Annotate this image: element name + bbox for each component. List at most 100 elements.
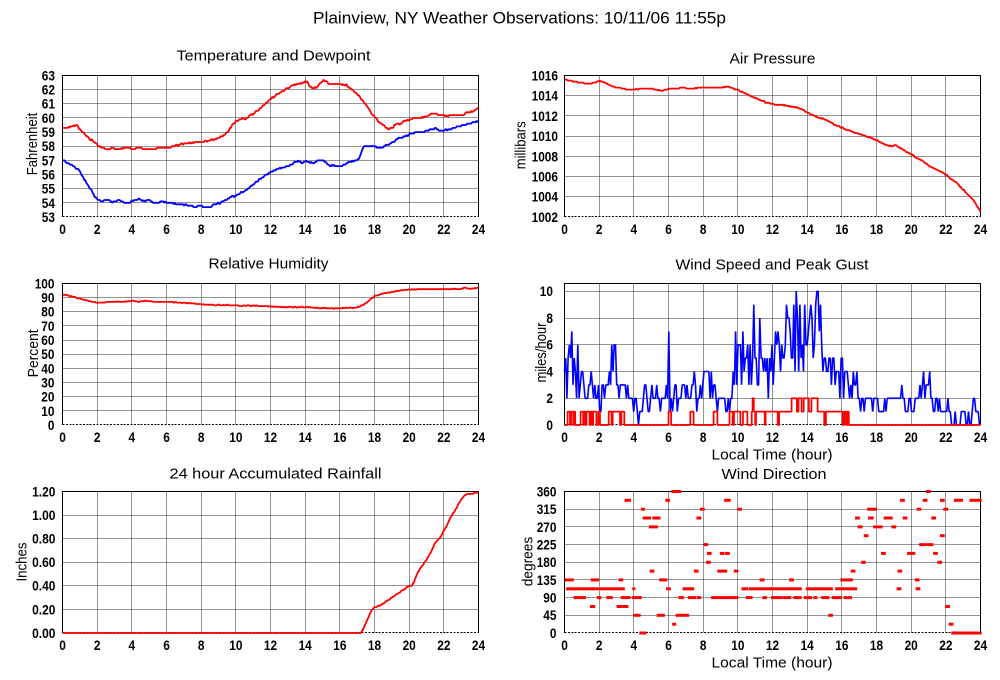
svg-text:225: 225 (537, 538, 557, 553)
svg-text:0: 0 (550, 626, 557, 641)
svg-text:53: 53 (42, 210, 56, 225)
svg-text:4: 4 (631, 638, 638, 653)
svg-text:1.00: 1.00 (32, 508, 55, 523)
svg-text:4: 4 (129, 222, 136, 237)
svg-text:degrees: degrees (520, 537, 536, 587)
svg-text:1014: 1014 (532, 89, 559, 104)
svg-text:180: 180 (537, 555, 557, 570)
svg-text:14: 14 (801, 222, 815, 237)
svg-text:22: 22 (437, 638, 450, 653)
svg-text:12: 12 (766, 638, 779, 653)
svg-text:10: 10 (731, 430, 744, 445)
svg-text:20: 20 (403, 430, 416, 445)
svg-text:8: 8 (700, 430, 707, 445)
svg-text:Wind Direction: Wind Direction (722, 467, 827, 483)
svg-text:270: 270 (537, 520, 557, 535)
svg-text:8: 8 (700, 222, 707, 237)
svg-text:4: 4 (129, 430, 136, 445)
svg-text:20: 20 (403, 638, 416, 653)
svg-text:135: 135 (537, 573, 557, 588)
svg-text:18: 18 (870, 430, 884, 445)
svg-text:2: 2 (596, 638, 603, 653)
svg-text:22: 22 (939, 638, 952, 653)
svg-text:12: 12 (264, 222, 277, 237)
svg-text:10: 10 (41, 404, 54, 419)
svg-text:30: 30 (41, 375, 54, 390)
svg-text:6: 6 (163, 638, 170, 653)
svg-text:Local Time (hour): Local Time (hour) (712, 655, 833, 671)
svg-text:14: 14 (801, 430, 815, 445)
svg-text:0: 0 (561, 430, 568, 445)
svg-text:0: 0 (48, 418, 55, 433)
svg-text:24 hour Accumulated Rainfall: 24 hour Accumulated Rainfall (170, 466, 382, 482)
svg-text:10: 10 (731, 222, 744, 237)
svg-text:24: 24 (472, 430, 486, 445)
svg-text:0.80: 0.80 (32, 532, 55, 547)
svg-text:Wind Speed and Peak Gust: Wind Speed and Peak Gust (676, 257, 869, 273)
svg-text:59: 59 (42, 125, 55, 140)
svg-text:Inches: Inches (15, 543, 31, 582)
svg-text:16: 16 (333, 430, 347, 445)
svg-text:6: 6 (665, 430, 672, 445)
svg-text:24: 24 (472, 638, 486, 653)
svg-text:2: 2 (546, 391, 553, 406)
svg-text:0.20: 0.20 (32, 602, 55, 617)
svg-text:1008: 1008 (532, 149, 559, 164)
svg-text:0: 0 (561, 222, 568, 237)
svg-text:60: 60 (42, 111, 55, 126)
svg-text:8: 8 (700, 638, 707, 653)
svg-text:miles/hour: miles/hour (534, 322, 550, 382)
svg-text:2: 2 (94, 222, 101, 237)
svg-text:8: 8 (198, 430, 205, 445)
svg-text:22: 22 (939, 222, 952, 237)
svg-text:10: 10 (731, 638, 744, 653)
svg-text:0: 0 (546, 418, 553, 433)
svg-text:100: 100 (35, 276, 55, 291)
svg-text:18: 18 (368, 222, 382, 237)
svg-text:55: 55 (42, 182, 56, 197)
svg-text:2: 2 (596, 430, 603, 445)
svg-text:10: 10 (229, 430, 242, 445)
svg-text:Air Pressure: Air Pressure (730, 52, 816, 68)
svg-text:16: 16 (333, 638, 347, 653)
svg-text:6: 6 (163, 222, 170, 237)
svg-text:1006: 1006 (532, 170, 559, 185)
svg-text:4: 4 (631, 430, 638, 445)
svg-text:70: 70 (41, 319, 54, 334)
svg-text:20: 20 (41, 390, 54, 405)
svg-text:20: 20 (403, 222, 416, 237)
svg-text:63: 63 (42, 68, 56, 83)
svg-text:14: 14 (801, 638, 815, 653)
svg-text:0.00: 0.00 (32, 626, 55, 641)
svg-text:4: 4 (546, 364, 553, 379)
svg-text:80: 80 (41, 305, 54, 320)
svg-text:1010: 1010 (532, 129, 558, 144)
svg-text:20: 20 (905, 222, 918, 237)
svg-text:10: 10 (229, 638, 242, 653)
svg-text:Percent: Percent (26, 329, 42, 377)
svg-text:2: 2 (94, 430, 101, 445)
svg-text:1012: 1012 (532, 109, 558, 124)
svg-text:1016: 1016 (532, 68, 559, 83)
svg-text:24: 24 (974, 222, 988, 237)
svg-text:18: 18 (870, 222, 884, 237)
svg-text:Temperature and Dewpoint: Temperature and Dewpoint (177, 49, 371, 65)
svg-text:14: 14 (299, 430, 313, 445)
svg-text:1.20: 1.20 (32, 484, 55, 499)
svg-text:16: 16 (333, 222, 347, 237)
svg-text:16: 16 (835, 222, 849, 237)
svg-text:22: 22 (939, 430, 952, 445)
svg-text:22: 22 (437, 222, 450, 237)
svg-text:360: 360 (537, 484, 557, 499)
svg-text:40: 40 (41, 361, 54, 376)
svg-text:8: 8 (546, 311, 553, 326)
svg-text:4: 4 (129, 638, 136, 653)
svg-text:Plainview, NY Weather Observat: Plainview, NY Weather Observations: 10/1… (313, 9, 726, 28)
svg-text:12: 12 (264, 430, 277, 445)
svg-text:54: 54 (42, 196, 56, 211)
svg-text:6: 6 (163, 430, 170, 445)
svg-text:6: 6 (665, 222, 672, 237)
svg-text:0: 0 (59, 430, 66, 445)
svg-text:Local Time (hour): Local Time (hour) (712, 448, 833, 464)
svg-text:24: 24 (974, 430, 988, 445)
